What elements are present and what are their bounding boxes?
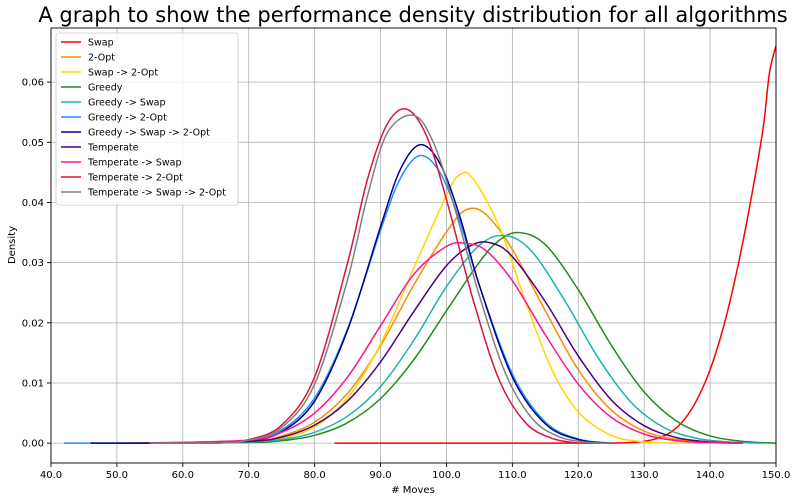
chart-title: A graph to show the performance density … — [38, 3, 787, 27]
y-tick-label: 0.04 — [22, 198, 44, 209]
legend-label: 2-Opt — [88, 53, 115, 64]
legend-label: Temperate — [87, 143, 139, 154]
series-line-swap-2-opt — [149, 171, 711, 444]
y-tick-label: 0.01 — [22, 378, 44, 389]
legend-label: Swap -> 2-Opt — [88, 68, 158, 79]
series-line-temperate — [149, 241, 744, 444]
y-tick-label: 0.06 — [22, 78, 44, 89]
series-line-greedy — [149, 231, 776, 444]
legend-label: Greedy -> Swap -> 2-Opt — [88, 128, 210, 139]
x-tick-label: 70.0 — [238, 470, 260, 481]
x-tick-label: 150.0 — [762, 470, 791, 481]
legend-box — [55, 32, 239, 206]
x-tick-label: 80.0 — [304, 470, 326, 481]
y-axis-label: Density — [7, 226, 18, 264]
y-tick-label: 0.03 — [22, 258, 44, 269]
x-tick-label: 40.0 — [40, 470, 62, 481]
series-line-2-opt — [116, 207, 744, 444]
series-line-greedy-swap — [149, 234, 763, 444]
x-tick-label: 140.0 — [696, 470, 725, 481]
series-line-swap — [334, 45, 776, 444]
x-tick-label: 120.0 — [564, 470, 593, 481]
x-tick-label: 50.0 — [106, 470, 128, 481]
series-lines — [64, 45, 776, 444]
x-tick-label: 100.0 — [432, 470, 461, 481]
legend-label: Temperate -> 2-Opt — [87, 173, 183, 184]
x-axis-label: # Moves — [391, 485, 435, 496]
series-line-temperate-swap-2-opt — [149, 114, 612, 444]
axis-ticks: 40.0 50.0 60.0 70.0 80.0 90.0 100.0 110.0 120.0 1… — [22, 78, 791, 481]
series-line-temperate-2-opt — [149, 108, 579, 444]
legend-label: Greedy -> 2-Opt — [88, 113, 167, 124]
legend-label: Temperate -> Swap -> 2-Opt — [87, 188, 226, 199]
legend-label: Temperate -> Swap — [87, 158, 182, 169]
x-tick-label: 130.0 — [630, 470, 659, 481]
y-tick-label: 0.02 — [22, 318, 44, 329]
legend-label: Greedy — [88, 83, 123, 94]
plot-frame — [50, 27, 777, 464]
legend-label: Swap — [88, 38, 114, 49]
series-line-temperate-swap — [149, 241, 744, 444]
legend-label: Greedy -> Swap — [88, 98, 165, 109]
y-tick-label: 0.00 — [22, 439, 44, 450]
x-tick-label: 110.0 — [498, 470, 527, 481]
legend: Swap 2-Opt Swap -> 2-Opt Greedy Greedy -> Sw… — [55, 32, 239, 206]
x-tick-label: 90.0 — [369, 470, 391, 481]
x-tick-label: 60.0 — [172, 470, 194, 481]
y-tick-label: 0.05 — [22, 138, 44, 149]
